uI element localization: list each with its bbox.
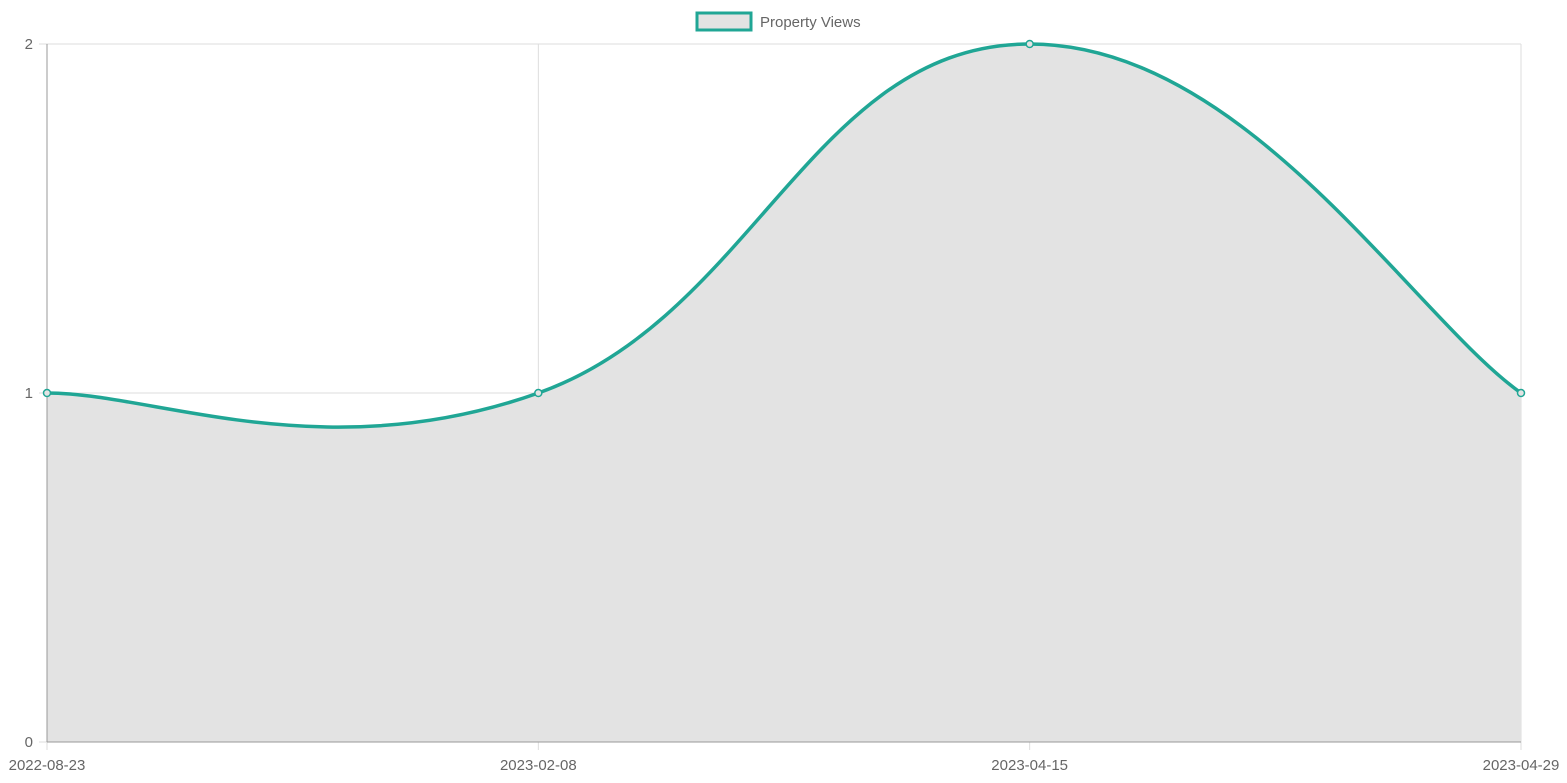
data-point[interactable] (534, 388, 543, 398)
x-tick-label: 2022-08-23 (9, 757, 86, 774)
x-tick-label: 2023-02-08 (500, 757, 577, 774)
series-area-layer (47, 44, 1521, 742)
y-tick-labels: 0 1 2 (25, 36, 33, 751)
x-tick-label: 2023-04-29 (1483, 757, 1560, 774)
data-point[interactable] (42, 388, 52, 398)
y-tick-label: 0 (25, 734, 33, 751)
legend-swatch (695, 11, 753, 32)
series-line (45, 42, 1523, 429)
data-points (42, 39, 1526, 398)
series-line-layer (45, 42, 1523, 429)
x-tick-label: 2023-04-15 (991, 757, 1068, 774)
legend[interactable]: Property Views (695, 11, 861, 32)
y-tick-label: 1 (25, 385, 33, 402)
data-point[interactable] (1516, 388, 1526, 398)
y-tick-label: 2 (25, 36, 33, 53)
data-point[interactable] (1025, 39, 1034, 49)
legend-label: Property Views (760, 14, 861, 31)
series-area-fill (47, 44, 1521, 742)
x-tick-labels: 2022-08-23 2023-02-08 2023-04-15 2023-04-29 (9, 757, 1560, 774)
